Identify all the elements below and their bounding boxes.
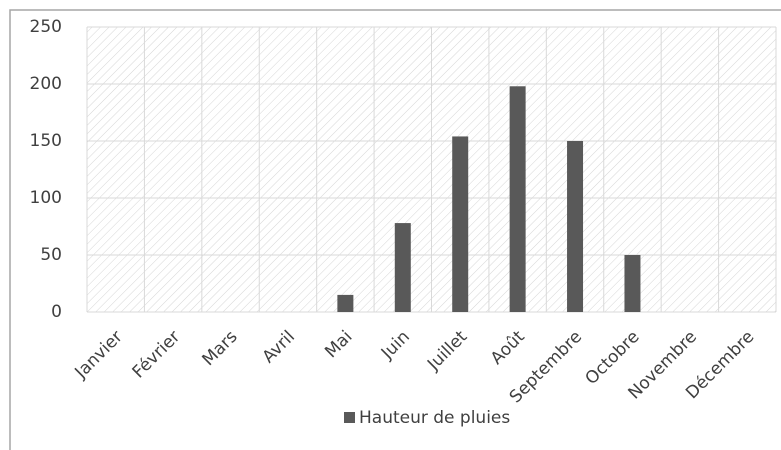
y-tick-label: 50: [40, 245, 62, 265]
y-tick-label: 250: [30, 17, 62, 37]
x-tick-label: Mai: [321, 327, 356, 362]
y-tick-label: 200: [30, 74, 62, 94]
y-tick-label: 0: [51, 302, 62, 322]
bar: [337, 294, 354, 312]
x-tick-label: Avril: [259, 327, 299, 367]
x-tick-label: Août: [487, 327, 529, 369]
bar: [567, 141, 584, 312]
legend-label: Hauteur de pluies: [359, 408, 510, 428]
bar: [394, 223, 411, 312]
y-tick-label: 150: [30, 131, 62, 151]
chart-border: [9, 9, 781, 450]
x-tick-label: Juin: [377, 327, 414, 364]
bar: [509, 86, 526, 312]
x-tick-label: Février: [129, 327, 185, 383]
bar: [452, 136, 469, 312]
y-tick-label: 100: [30, 188, 62, 208]
x-tick-label: Juillet: [423, 327, 471, 375]
x-tick-label: Janvier: [71, 327, 127, 383]
bar: [624, 255, 641, 312]
x-tick-label: Mars: [199, 327, 242, 370]
legend-swatch: [344, 412, 355, 423]
